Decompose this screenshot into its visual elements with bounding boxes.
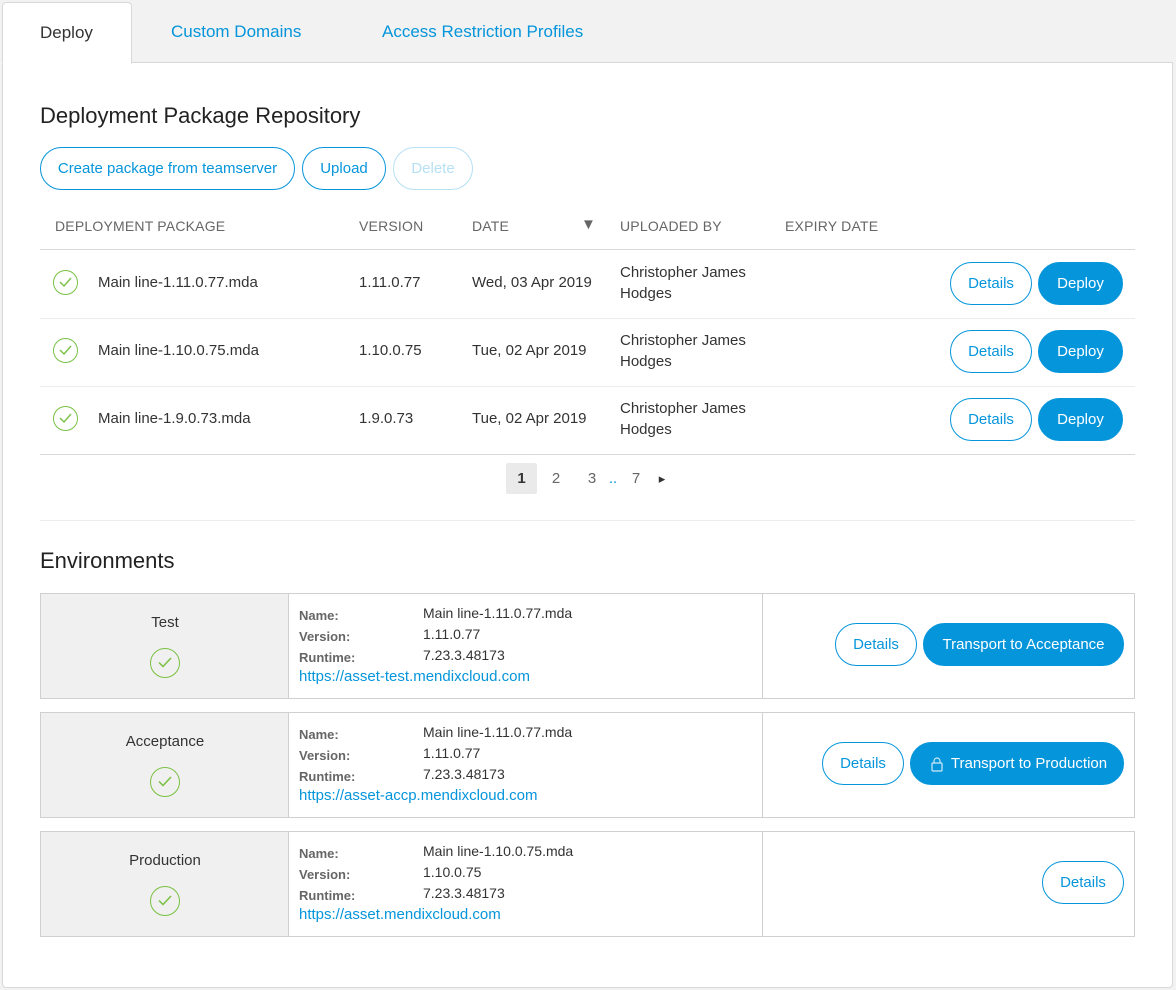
package-date: Wed, 03 Apr 2019 <box>472 274 592 291</box>
runtime-version: 7.23.3.48173 <box>423 885 505 901</box>
package-name: Main line-1.11.0.77.mda <box>98 274 258 291</box>
package-details-button[interactable]: Details <box>950 330 1032 373</box>
pagination-ellipsis: .. <box>608 470 618 487</box>
environment-info-cell: Name: Main line-1.10.0.75.mda Version: 1… <box>289 832 763 936</box>
runtime-label: Runtime: <box>299 888 356 903</box>
environment-status-cell: Production <box>41 832 289 936</box>
lock-icon <box>931 757 943 772</box>
package-name: Main line-1.10.0.75.mda <box>98 342 259 359</box>
environment-status-cell: Acceptance <box>41 713 289 817</box>
column-header-uploaded-by[interactable]: UPLOADED BY <box>620 218 722 234</box>
environment-details-button[interactable]: Details <box>1042 861 1124 904</box>
deployed-package-name: Main line-1.11.0.77.mda <box>423 724 573 740</box>
tab-bar: Deploy Custom Domains Access Restriction… <box>0 0 1176 64</box>
package-version: 1.10.0.75 <box>359 342 422 359</box>
page-1-button[interactable]: 1 <box>506 463 537 494</box>
success-check-icon <box>150 886 180 916</box>
page-7-button[interactable]: 7 <box>631 470 641 487</box>
package-date: Tue, 02 Apr 2019 <box>472 342 587 359</box>
transport-to-production-label: Transport to Production <box>950 755 1108 772</box>
environment-info-cell: Name: Main line-1.11.0.77.mda Version: 1… <box>289 713 763 817</box>
package-deploy-button[interactable]: Deploy <box>1038 262 1123 305</box>
create-package-button[interactable]: Create package from teamserver <box>40 147 295 190</box>
section-divider <box>40 520 1135 521</box>
uploaded-by: Hodges <box>620 353 672 370</box>
success-check-icon <box>150 767 180 797</box>
environment-info-cell: Name: Main line-1.11.0.77.mda Version: 1… <box>289 594 763 698</box>
environment-details-button[interactable]: Details <box>835 623 917 666</box>
success-check-icon <box>150 648 180 678</box>
deployed-version: 1.10.0.75 <box>423 864 482 880</box>
divider <box>40 454 1135 455</box>
divider <box>40 318 1135 319</box>
tab-access-restriction-profiles[interactable]: Access Restriction Profiles <box>382 22 584 41</box>
environment-details-button[interactable]: Details <box>822 742 904 785</box>
uploaded-by: Hodges <box>620 285 672 302</box>
runtime-version: 7.23.3.48173 <box>423 647 505 663</box>
pagination: 1 2 3 .. 7 ▸ <box>506 463 676 494</box>
name-label: Name: <box>299 727 339 742</box>
name-label: Name: <box>299 608 339 623</box>
environment-url-link[interactable]: https://asset-accp.mendixcloud.com <box>299 787 538 804</box>
deployed-version: 1.11.0.77 <box>423 626 481 642</box>
deployed-package-name: Main line-1.10.0.75.mda <box>423 843 574 859</box>
environment-card-test: Test Name: Main line-1.11.0.77.mda Versi… <box>40 593 1135 699</box>
uploaded-by: Christopher James <box>620 400 746 417</box>
deployed-version: 1.11.0.77 <box>423 745 481 761</box>
runtime-label: Runtime: <box>299 769 356 784</box>
name-label: Name: <box>299 846 339 861</box>
column-header-date[interactable]: DATE <box>472 218 510 234</box>
column-header-version[interactable]: VERSION <box>359 218 424 234</box>
runtime-version: 7.23.3.48173 <box>423 766 505 782</box>
environment-name: Production <box>129 852 201 869</box>
package-details-button[interactable]: Details <box>950 262 1032 305</box>
tab-deploy[interactable]: Deploy <box>2 2 132 64</box>
deployed-package-name: Main line-1.11.0.77.mda <box>423 605 573 621</box>
column-header-expiry-date[interactable]: EXPIRY DATE <box>785 218 879 234</box>
package-deploy-button[interactable]: Deploy <box>1038 330 1123 373</box>
environment-name: Acceptance <box>125 733 205 750</box>
divider <box>40 386 1135 387</box>
environments-title: Environments <box>40 548 175 573</box>
version-label: Version: <box>299 748 351 763</box>
divider <box>40 249 1135 250</box>
transport-to-acceptance-button[interactable]: Transport to Acceptance <box>923 623 1124 666</box>
success-check-icon <box>53 270 78 295</box>
success-check-icon <box>53 338 78 363</box>
upload-button[interactable]: Upload <box>302 147 386 190</box>
page-2-button[interactable]: 2 <box>551 470 561 487</box>
repository-title: Deployment Package Repository <box>40 103 361 128</box>
package-deploy-button[interactable]: Deploy <box>1038 398 1123 441</box>
success-check-icon <box>53 406 78 431</box>
page-3-button[interactable]: 3 <box>587 470 597 487</box>
package-version: 1.11.0.77 <box>359 274 421 291</box>
delete-button: Delete <box>393 147 473 190</box>
next-page-icon[interactable]: ▸ <box>658 471 666 486</box>
environment-card-production: Production Name: Main line-1.10.0.75.mda… <box>40 831 1135 937</box>
package-version: 1.9.0.73 <box>359 410 414 427</box>
package-date: Tue, 02 Apr 2019 <box>472 410 587 427</box>
uploaded-by: Christopher James <box>620 332 746 349</box>
sort-desc-icon[interactable]: ▼ <box>581 216 597 233</box>
environment-name: Test <box>151 614 179 631</box>
uploaded-by: Hodges <box>620 421 672 438</box>
version-label: Version: <box>299 867 351 882</box>
transport-to-production-button[interactable]: Transport to Production <box>910 742 1124 785</box>
environment-status-cell: Test <box>41 594 289 698</box>
environment-url-link[interactable]: https://asset.mendixcloud.com <box>299 906 501 923</box>
package-name: Main line-1.9.0.73.mda <box>98 410 251 427</box>
environment-url-link[interactable]: https://asset-test.mendixcloud.com <box>299 668 530 685</box>
tab-custom-domains[interactable]: Custom Domains <box>171 22 302 41</box>
version-label: Version: <box>299 629 351 644</box>
column-header-package[interactable]: DEPLOYMENT PACKAGE <box>55 218 226 234</box>
package-details-button[interactable]: Details <box>950 398 1032 441</box>
uploaded-by: Christopher James <box>620 264 746 281</box>
runtime-label: Runtime: <box>299 650 356 665</box>
